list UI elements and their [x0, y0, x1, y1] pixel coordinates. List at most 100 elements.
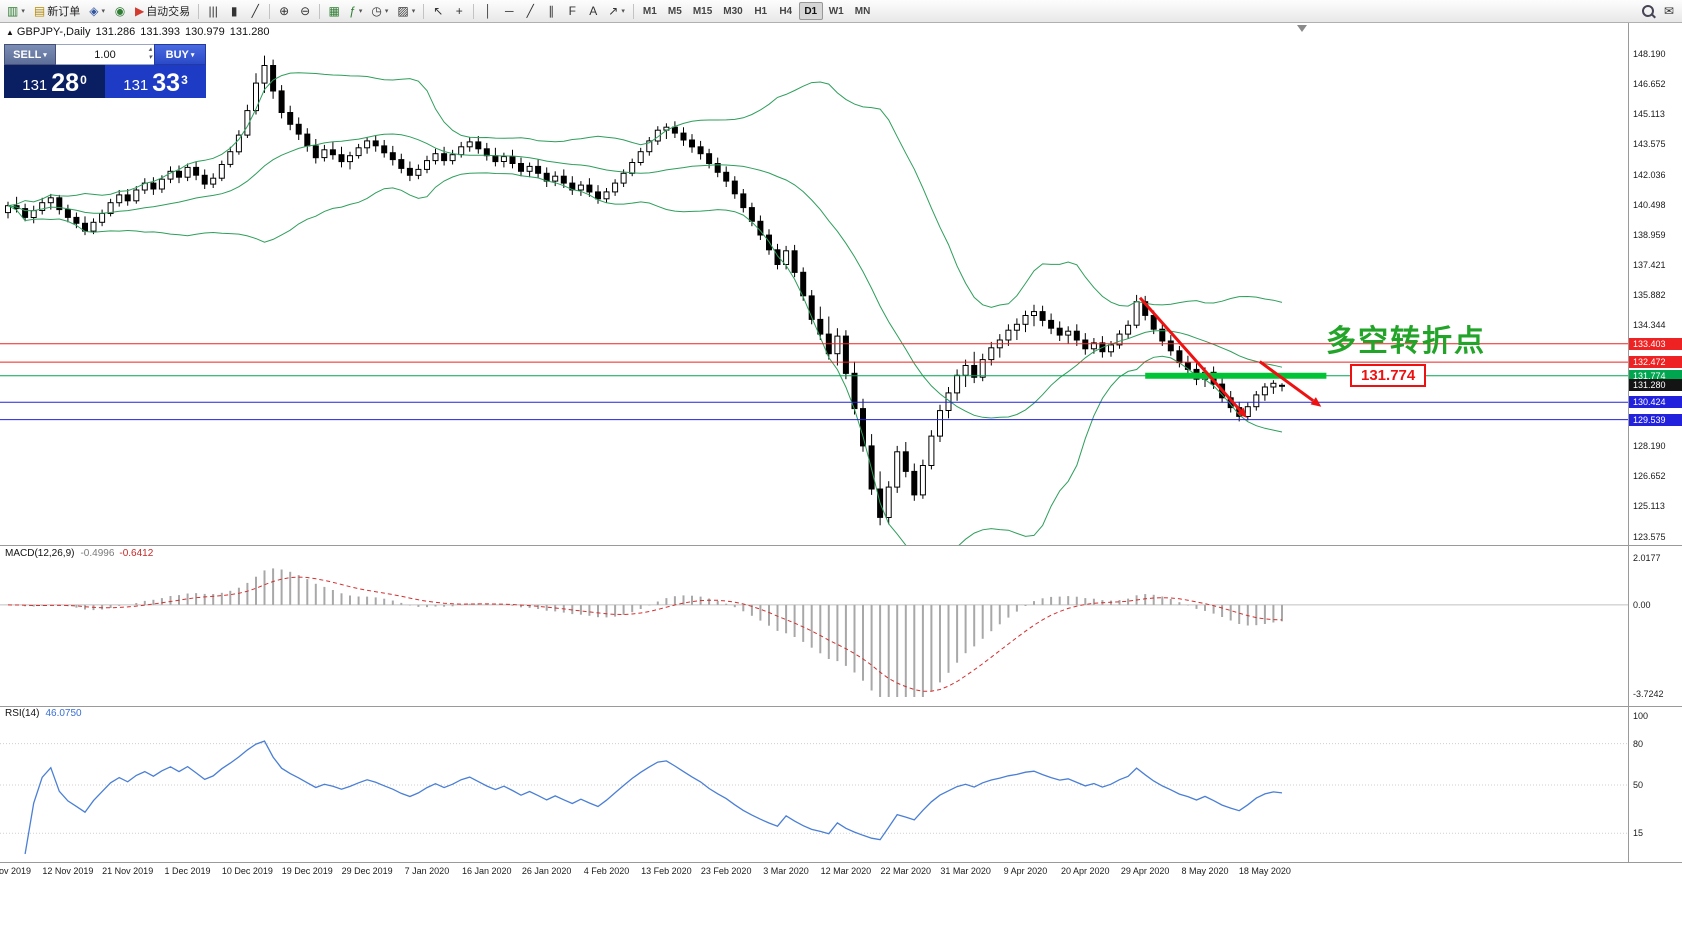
bollinger-bands: [7, 72, 1283, 545]
tile-windows-button[interactable]: ▦: [324, 2, 344, 21]
sell-price-big-figure: 131: [22, 77, 48, 94]
new-order-button[interactable]: ▤ 新订单: [30, 2, 84, 21]
buy-price-panel[interactable]: 131 33 3: [105, 65, 206, 98]
equidistant-channel-button[interactable]: ∥: [541, 2, 561, 21]
text-label-icon: A: [589, 4, 598, 18]
zoom-out-button[interactable]: ⊖: [295, 2, 315, 21]
x-axis-label: 13 Feb 2020: [641, 866, 692, 876]
y-axis-tick: 134.344: [1633, 320, 1666, 331]
time-axis-separator: [0, 862, 1682, 863]
timeframe-button-d1[interactable]: D1: [798, 2, 823, 20]
macd-main-value: -0.4996: [80, 548, 115, 559]
autotrading-icon: ▶: [134, 4, 145, 18]
x-axis-label: 29 Dec 2019: [341, 866, 393, 876]
ohlc-high: 131.393: [140, 26, 181, 38]
trendline-button[interactable]: ╱: [520, 2, 540, 21]
line-chart-mode-button[interactable]: ╱: [245, 2, 265, 21]
timeframe-button-w1[interactable]: W1: [824, 2, 849, 20]
community-chat-button[interactable]: ✉: [1659, 2, 1679, 21]
x-axis-label: 7 Jan 2020: [404, 866, 450, 876]
text-label-button[interactable]: A: [583, 2, 603, 21]
periods-button[interactable]: ◷ ▾: [367, 2, 392, 21]
one-click-trading-panel: SELL ▾ 1.00 ▴ ▾ BUY ▾ 131 28 0 131 33 3: [4, 44, 206, 98]
buy-button[interactable]: BUY ▾: [154, 44, 206, 65]
fibonacci-button[interactable]: F: [562, 2, 582, 21]
rsi-indicator-canvas[interactable]: [0, 706, 1682, 862]
panel-separator[interactable]: [0, 545, 1682, 546]
price-badge-130.424: 130.424: [1629, 396, 1682, 409]
horizontal-line-button[interactable]: ─: [499, 2, 519, 21]
data-window-button[interactable]: ◉: [110, 2, 130, 21]
indicators-button[interactable]: ƒ ▾: [345, 2, 366, 21]
rsi-header: RSI(14) 46.0750: [5, 708, 82, 719]
line-chart-mode-icon: ╱: [251, 4, 259, 18]
data-window-icon: ◉: [114, 4, 126, 18]
templates-button[interactable]: ▨ ▾: [393, 2, 419, 21]
x-axis-label: 4 Feb 2020: [583, 866, 630, 876]
timeframe-button-m15[interactable]: M15: [688, 2, 717, 20]
timeframe-button-m1[interactable]: M1: [638, 2, 662, 20]
search-icon: [1642, 5, 1654, 17]
toolbar-separator: [632, 3, 634, 19]
macd-axis-min: -3.7242: [1633, 689, 1664, 699]
macd-indicator-canvas[interactable]: [0, 545, 1682, 706]
x-axis-label: 29 Apr 2020: [1120, 866, 1170, 876]
autotrading-button[interactable]: ▶ 自动交易: [131, 2, 194, 21]
macd-header: MACD(12,26,9) -0.4996 -0.6412: [5, 548, 153, 559]
cursor-button[interactable]: ↖: [428, 2, 448, 21]
toolbar-separator: [269, 3, 271, 19]
new-chart-icon: ▥: [7, 4, 19, 18]
tile-windows-icon: ▦: [328, 4, 340, 18]
trend-arrow-2[interactable]: [1258, 360, 1322, 407]
candlestick-mode-icon: ▮: [230, 4, 238, 18]
spinner-up-icon[interactable]: ▴: [148, 46, 152, 53]
templates-icon: ▨: [397, 4, 409, 18]
chevron-down-icon: ▾: [101, 8, 105, 15]
bar-chart-mode-button[interactable]: |||: [203, 2, 223, 21]
x-axis-label: 16 Jan 2020: [462, 866, 512, 876]
timeframe-button-m30[interactable]: M30: [718, 2, 747, 20]
buy-price-big-figure: 131: [123, 77, 149, 94]
sell-button[interactable]: SELL ▾: [4, 44, 56, 65]
price-badge-131.774: 131.774: [1629, 369, 1682, 382]
chevron-down-icon: ▾: [43, 51, 47, 59]
arrows-tool-button[interactable]: ↗ ▾: [604, 2, 629, 21]
profiles-button[interactable]: ◈ ▾: [85, 2, 109, 21]
x-axis-label: 3 Mar 2020: [763, 866, 809, 876]
timeframe-button-m5[interactable]: M5: [663, 2, 687, 20]
volume-input[interactable]: 1.00 ▴ ▾: [56, 44, 154, 65]
ohlc-close: 131.280: [229, 26, 270, 38]
candles: [5, 55, 1285, 526]
chevron-down-icon: ▾: [411, 8, 416, 15]
x-axis-label: 19 Dec 2019: [281, 866, 333, 876]
volume-spinner[interactable]: ▴ ▾: [148, 46, 152, 62]
buy-button-label: BUY: [165, 48, 189, 61]
main-toolbar: ▥ ▾ ▤ 新订单 ◈ ▾ ◉ ▶ 自动交易 ||| ▮ ╱ ⊕ ⊖ ▦ ƒ ▾ ◷ ▾ ▨ ▾ ↖ + │ ─ ╱ ∥ F A ↗ ▾ M1…: [0, 0, 1682, 23]
chart-shift-marker[interactable]: [1297, 25, 1307, 32]
new-chart-button[interactable]: ▥ ▾: [3, 2, 29, 21]
panel-separator[interactable]: [0, 706, 1682, 707]
chevron-down-icon: ▾: [358, 8, 363, 15]
timeframe-button-mn[interactable]: MN: [850, 2, 876, 20]
y-axis-tick: 143.575: [1633, 139, 1666, 150]
zoom-in-button[interactable]: ⊕: [274, 2, 294, 21]
search-button[interactable]: [1638, 2, 1658, 21]
sell-price-panel[interactable]: 131 28 0: [4, 65, 105, 98]
timeframe-button-h1[interactable]: H1: [749, 2, 773, 20]
crosshair-button[interactable]: +: [449, 2, 469, 21]
rsi-axis-80: 80: [1633, 738, 1644, 749]
timeframe-button-h4[interactable]: H4: [774, 2, 798, 20]
rsi-axis-50: 50: [1633, 780, 1644, 790]
crosshair-icon: +: [455, 4, 463, 18]
y-axis-tick: 128.190: [1633, 441, 1666, 452]
price-axis-line[interactable]: [1628, 22, 1629, 862]
indicators-icon: ƒ: [349, 4, 356, 18]
price-chart-canvas[interactable]: [0, 22, 1682, 545]
candlestick-mode-button[interactable]: ▮: [224, 2, 244, 21]
trend-arrow-1[interactable]: [1138, 296, 1247, 418]
new-order-icon: ▤: [33, 4, 46, 18]
vertical-line-button[interactable]: │: [478, 2, 498, 21]
spinner-down-icon[interactable]: ▾: [148, 54, 152, 61]
